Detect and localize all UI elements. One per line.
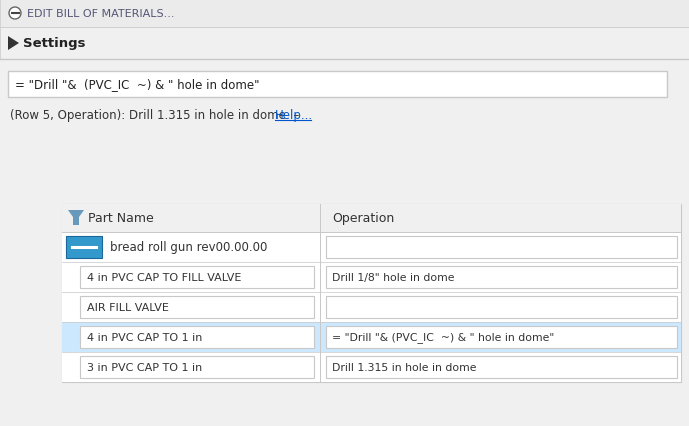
Bar (62, 262, 681, 292)
Text: Drill 1.315 in hole in dome: Drill 1.315 in hole in dome (332, 362, 477, 372)
Bar (326, 326, 677, 348)
Bar (80, 326, 314, 348)
Text: Part Name: Part Name (88, 212, 154, 225)
Text: 4 in PVC CAP TO 1 in: 4 in PVC CAP TO 1 in (87, 332, 203, 342)
Bar (326, 266, 677, 288)
Text: 4 in PVC CAP TO FILL VALVE: 4 in PVC CAP TO FILL VALVE (87, 272, 241, 282)
Circle shape (9, 8, 21, 20)
Bar (62, 233, 681, 262)
Text: AIR FILL VALVE: AIR FILL VALVE (87, 302, 169, 312)
Bar (62, 292, 681, 322)
Text: bread roll gun rev00.00.00: bread roll gun rev00.00.00 (110, 241, 267, 254)
Bar (66, 236, 102, 259)
Bar (0, 0, 689, 28)
Text: EDIT BILL OF MATERIALS...: EDIT BILL OF MATERIALS... (27, 9, 174, 19)
Bar (62, 204, 681, 233)
Text: Help...: Help... (275, 109, 313, 122)
Text: Settings: Settings (23, 37, 85, 50)
Text: 3 in PVC CAP TO 1 in: 3 in PVC CAP TO 1 in (87, 362, 203, 372)
Bar (8, 72, 667, 98)
Bar (80, 356, 314, 378)
Text: (Row 5, Operation): Drill 1.315 in hole in dome  –: (Row 5, Operation): Drill 1.315 in hole … (10, 109, 307, 122)
Bar (326, 356, 677, 378)
Bar (0, 28, 689, 60)
Bar (62, 204, 681, 382)
Polygon shape (8, 37, 19, 51)
Text: Operation: Operation (332, 212, 394, 225)
Bar (326, 236, 677, 259)
Text: = "Drill "& (PVC_IC  ~) & " hole in dome": = "Drill "& (PVC_IC ~) & " hole in dome" (332, 332, 554, 343)
Bar (62, 322, 681, 352)
Bar (62, 352, 681, 382)
Bar (326, 296, 677, 318)
Text: = "Drill "&  (PVC_IC  ~) & " hole in dome": = "Drill "& (PVC_IC ~) & " hole in dome" (15, 78, 260, 91)
Bar (80, 296, 314, 318)
Text: Drill 1/8" hole in dome: Drill 1/8" hole in dome (332, 272, 455, 282)
Polygon shape (68, 210, 84, 225)
Bar (80, 266, 314, 288)
